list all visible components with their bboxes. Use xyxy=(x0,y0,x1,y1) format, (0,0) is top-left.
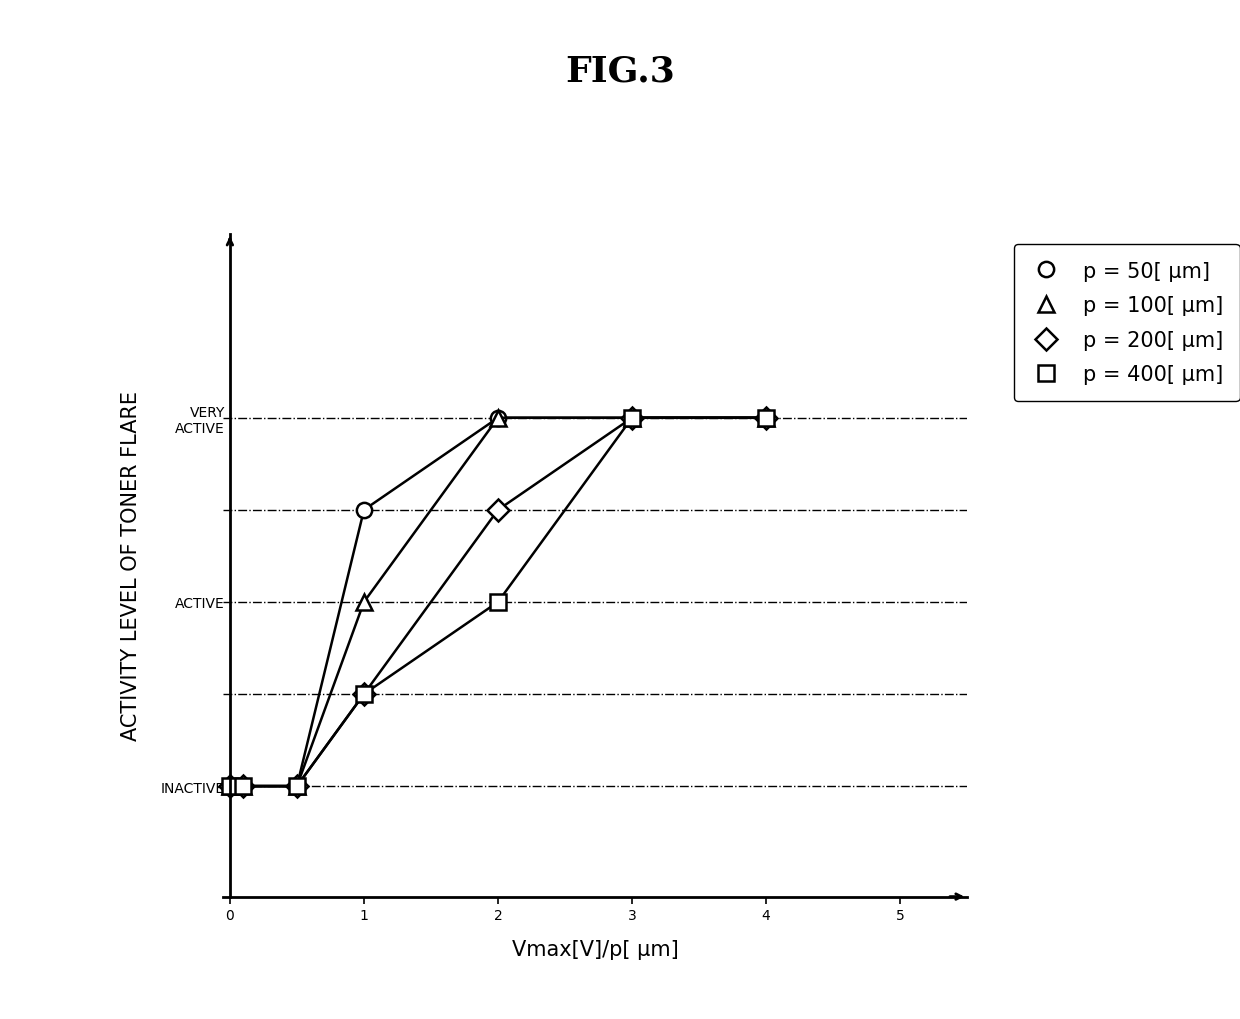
Text: FIG.3: FIG.3 xyxy=(565,54,675,89)
Legend: p = 50[ μm], p = 100[ μm], p = 200[ μm], p = 400[ μm]: p = 50[ μm], p = 100[ μm], p = 200[ μm],… xyxy=(1014,245,1240,401)
Y-axis label: ACTIVITY LEVEL OF TONER FLARE: ACTIVITY LEVEL OF TONER FLARE xyxy=(122,390,141,741)
X-axis label: Vmax[V]/p[ μm]: Vmax[V]/p[ μm] xyxy=(512,940,678,959)
